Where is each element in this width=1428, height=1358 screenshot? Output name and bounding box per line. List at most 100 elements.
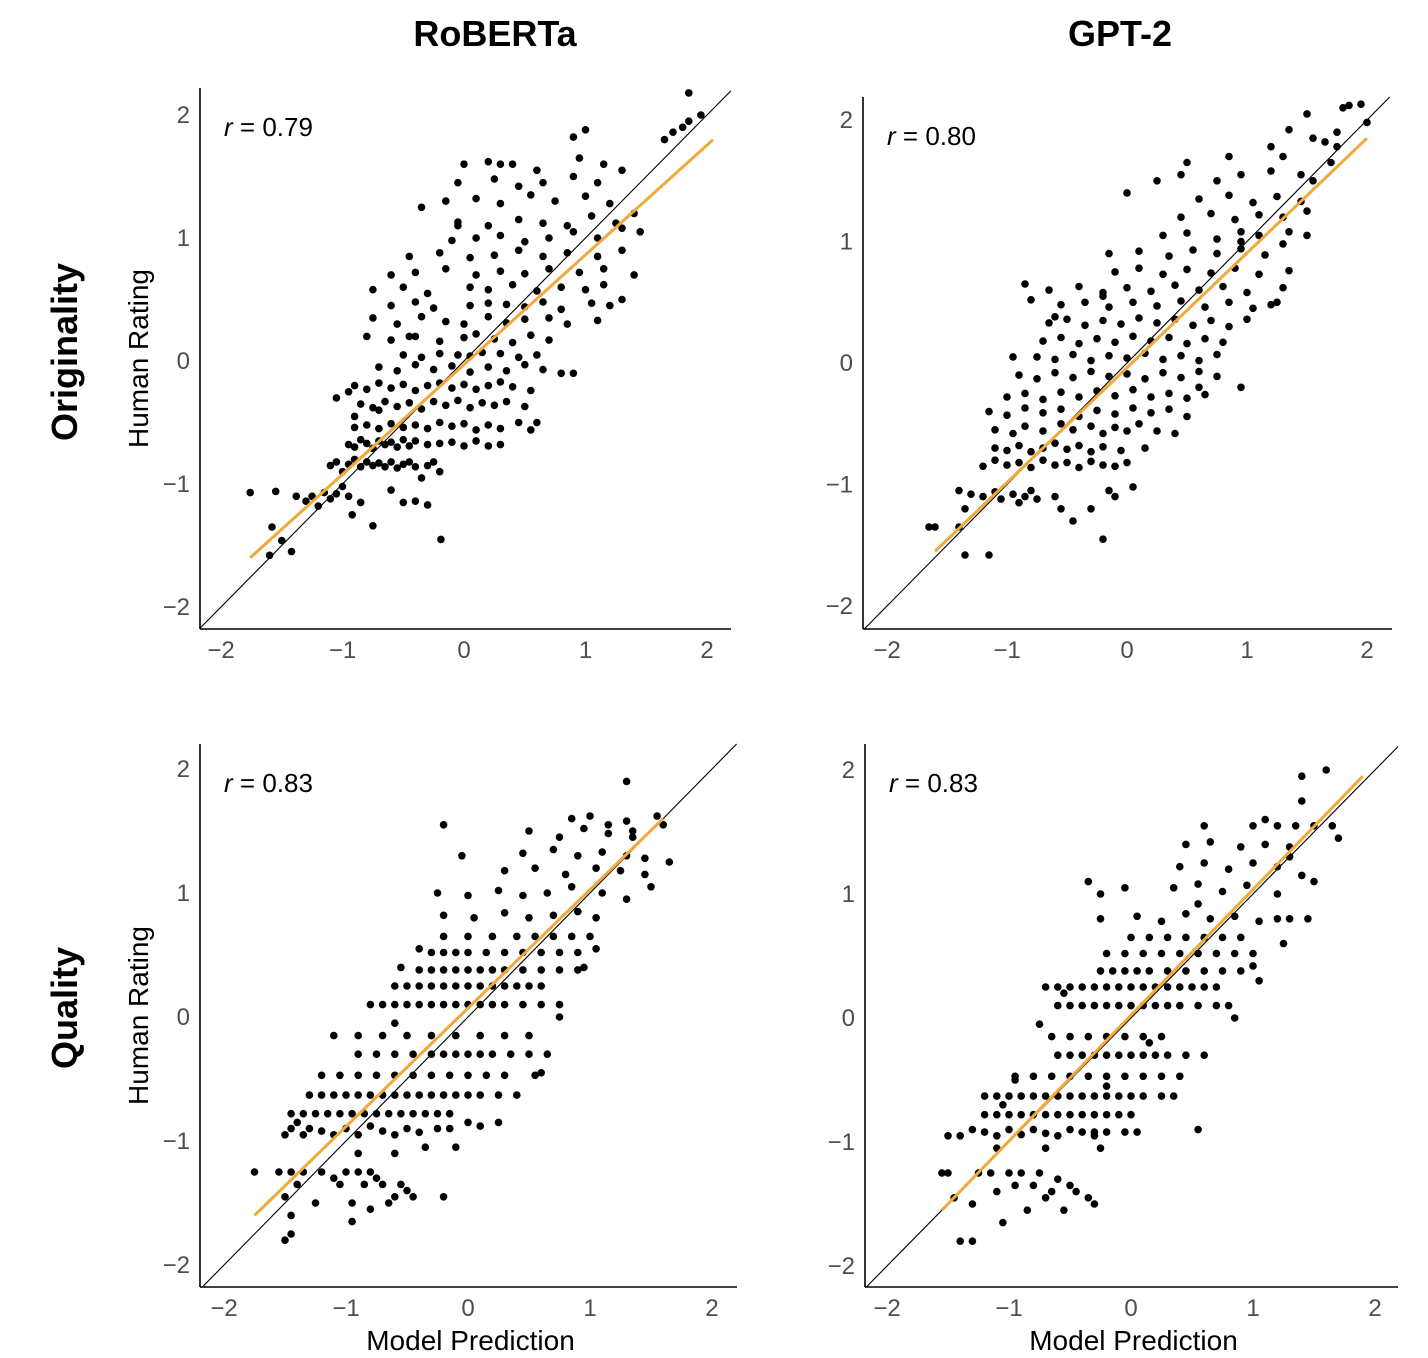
data-point — [1105, 486, 1113, 495]
data-point — [1029, 1092, 1038, 1100]
data-point — [1157, 1092, 1166, 1100]
data-point — [439, 1193, 448, 1201]
data-point — [1145, 967, 1154, 975]
data-point — [592, 864, 600, 872]
data-point — [1243, 288, 1251, 297]
data-point — [1102, 949, 1111, 958]
data-point — [1285, 266, 1293, 275]
data-point — [1066, 1001, 1074, 1010]
data-point — [311, 1109, 320, 1118]
data-point — [1123, 458, 1131, 467]
data-point — [448, 236, 456, 245]
data-point — [1054, 983, 1062, 991]
data-point — [1072, 1187, 1080, 1196]
data-point — [1129, 404, 1137, 412]
data-point — [1297, 170, 1305, 179]
data-point — [997, 495, 1005, 503]
data-point — [1224, 1001, 1233, 1010]
data-point — [979, 462, 987, 471]
data-point — [1195, 367, 1203, 376]
data-point — [403, 1124, 411, 1133]
data-point — [1285, 125, 1293, 134]
data-point — [494, 886, 503, 895]
data-point — [1087, 422, 1095, 431]
data-point — [1195, 195, 1203, 203]
data-point — [287, 1109, 295, 1118]
data-point — [598, 889, 606, 897]
data-point — [399, 435, 408, 444]
data-point — [1261, 840, 1269, 849]
data-point — [1189, 321, 1197, 330]
points-gpt2-originality — [925, 100, 1371, 559]
data-point — [399, 423, 408, 432]
data-point — [1200, 822, 1208, 830]
data-point — [399, 460, 408, 469]
data-point — [391, 1000, 399, 1009]
data-point — [1176, 949, 1184, 958]
data-point — [466, 368, 474, 376]
data-point — [1165, 333, 1173, 342]
data-point — [375, 363, 383, 371]
y-tick-label: 2 — [177, 102, 190, 129]
data-point — [1255, 231, 1263, 240]
data-point — [484, 312, 493, 321]
data-point — [685, 89, 693, 97]
data-point — [1237, 383, 1245, 392]
data-point — [1054, 1175, 1062, 1183]
data-point — [448, 438, 456, 447]
data-point — [502, 397, 511, 406]
data-point — [442, 401, 450, 410]
data-point — [1021, 389, 1029, 398]
data-point — [1051, 492, 1059, 501]
data-point — [500, 1031, 509, 1040]
data-point — [1102, 983, 1111, 991]
data-point — [381, 463, 389, 471]
data-point — [1096, 890, 1105, 898]
data-point — [1063, 458, 1071, 467]
data-point — [387, 271, 395, 279]
data-point — [1345, 101, 1353, 110]
data-point — [488, 932, 497, 941]
data-point — [1063, 445, 1071, 454]
data-point — [519, 891, 527, 900]
data-point — [496, 160, 505, 168]
x-tick-label: −2 — [207, 637, 234, 664]
data-point — [580, 824, 588, 833]
data-point — [1255, 211, 1263, 219]
data-point — [1099, 443, 1107, 451]
data-point — [599, 265, 608, 273]
data-point — [393, 367, 402, 375]
data-point — [393, 464, 402, 472]
data-point — [1153, 302, 1161, 310]
x-tick-label: 0 — [457, 637, 470, 664]
data-point — [454, 351, 462, 359]
data-point — [423, 381, 432, 390]
data-point — [569, 228, 578, 236]
data-point — [472, 271, 480, 279]
panel-gpt2-quality: −2 −2 −1 −1 0 0 1 1 2 2 r = 0.83 Model Prediction — [828, 744, 1399, 1356]
data-point — [437, 535, 445, 544]
data-point — [1249, 198, 1257, 207]
data-point — [391, 1091, 399, 1099]
data-point — [411, 360, 420, 369]
data-point — [527, 426, 535, 434]
data-point — [281, 1131, 289, 1139]
data-point — [1087, 367, 1095, 376]
data-point — [1102, 1072, 1111, 1081]
data-point — [938, 1169, 946, 1177]
data-point — [332, 458, 341, 466]
data-point — [1309, 134, 1317, 142]
data-point — [1267, 142, 1275, 151]
data-point — [539, 219, 547, 227]
data-point — [1123, 283, 1131, 292]
data-point — [549, 932, 558, 941]
data-point — [569, 133, 578, 141]
data-point — [464, 982, 472, 990]
data-point — [697, 111, 705, 119]
data-point — [287, 547, 296, 556]
data-point — [387, 419, 395, 428]
data-point — [1176, 983, 1184, 991]
data-point — [442, 197, 450, 205]
data-point — [466, 253, 474, 262]
data-point — [574, 852, 582, 860]
